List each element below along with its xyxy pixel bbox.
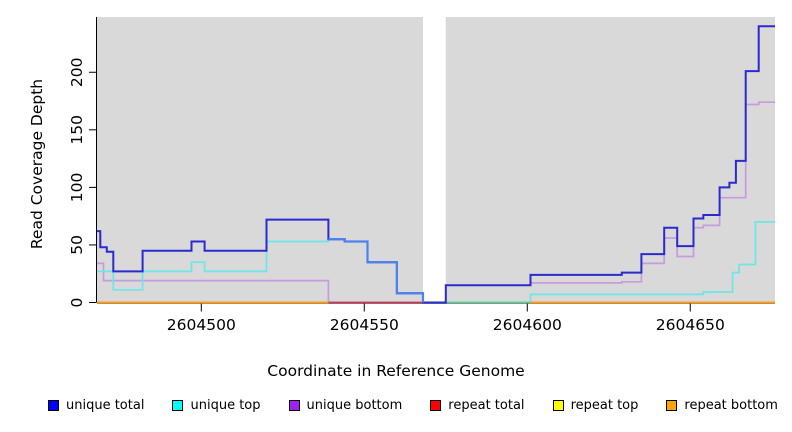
legend-swatch-repeat-bottom xyxy=(666,400,678,411)
y-tick-label: 100 xyxy=(68,173,86,203)
y-tick-label: 200 xyxy=(68,58,86,88)
legend-label-unique-total: unique total xyxy=(66,398,145,413)
series-line-overlap-total-top xyxy=(328,238,425,303)
legend-swatch-unique-total xyxy=(48,400,59,411)
legend-swatch-repeat-top xyxy=(552,400,564,411)
y-tick-label: 150 xyxy=(68,115,86,145)
legend-swatch-unique-bottom xyxy=(288,400,300,411)
x-tick-label: 2604600 xyxy=(493,316,562,334)
legend-item-repeat-top: repeat top xyxy=(552,398,639,413)
no-data-gap xyxy=(422,17,446,303)
y-axis-title: Read Coverage Depth xyxy=(28,78,46,250)
legend-item-unique-total: unique total xyxy=(48,398,144,413)
x-axis-title: Coordinate in Reference Genome xyxy=(267,362,525,380)
y-tick-label: 0 xyxy=(68,298,86,308)
legend-swatch-unique-top xyxy=(172,400,184,411)
x-tick-label: 2604500 xyxy=(167,316,236,334)
legend-label-repeat-bottom: repeat bottom xyxy=(684,398,778,413)
legend-item-unique-bottom: unique bottom xyxy=(288,398,403,413)
legend-item-repeat-total: repeat total xyxy=(430,398,525,413)
legend-item-repeat-bottom: repeat bottom xyxy=(666,398,778,413)
legend-item-unique-top: unique top xyxy=(172,398,261,413)
x-tick-label: 2604650 xyxy=(656,316,725,334)
legend-label-repeat-top: repeat top xyxy=(570,398,639,413)
series-line-unique-total xyxy=(97,25,775,304)
x-tick-label: 2604550 xyxy=(330,316,399,334)
legend-label-unique-top: unique top xyxy=(190,398,261,413)
y-tick-label: 50 xyxy=(68,235,86,255)
chart-legend: unique total unique top unique bottom repea… xyxy=(0,398,792,413)
legend-label-unique-bottom: unique bottom xyxy=(306,398,403,413)
legend-swatch-repeat-total xyxy=(430,400,442,411)
legend-label-repeat-total: repeat total xyxy=(448,398,525,413)
